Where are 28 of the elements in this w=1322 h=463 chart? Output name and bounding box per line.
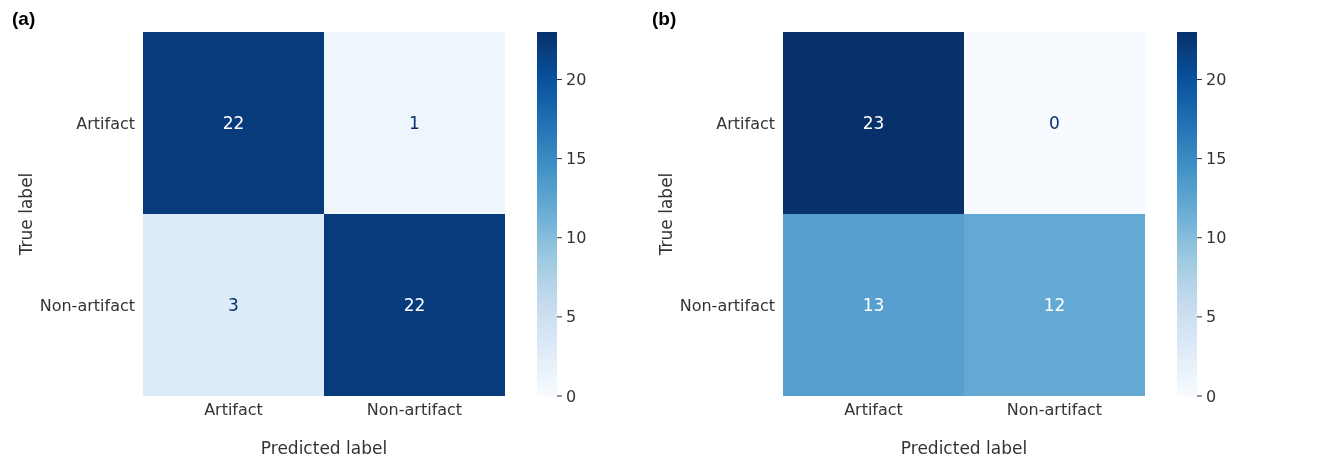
x-tick-label: Non-artifact	[366, 400, 463, 420]
color-bar-label: 5	[1206, 307, 1217, 327]
data-label: 12	[1043, 295, 1066, 315]
data-label: 23	[862, 113, 885, 133]
color-bar-label: 5	[566, 307, 577, 327]
x-tick-label: Artifact	[204, 400, 263, 420]
chart-title: (b)	[652, 8, 677, 30]
data-label: 22	[222, 113, 245, 133]
color-bar-label: 10	[566, 228, 587, 248]
x-axis-title: Predicted label	[260, 438, 388, 458]
y-axis-title: True label	[656, 172, 677, 257]
data-label: 13	[862, 295, 885, 315]
data-label: 3	[228, 295, 239, 315]
color-bar-label: 20	[566, 69, 587, 89]
x-tick-label: Artifact	[844, 400, 903, 420]
chart-title: (a)	[12, 8, 36, 30]
color-bar-label: 15	[1206, 149, 1227, 169]
data-label: 1	[409, 113, 420, 133]
color-bar-label: 0	[1206, 386, 1217, 406]
data-label: 0	[1049, 113, 1060, 133]
x-tick-label: Non-artifact	[1006, 400, 1103, 420]
color-bar-label: 20	[1206, 69, 1227, 89]
color-bar-label: 10	[1206, 228, 1227, 248]
color-bar-label: 0	[566, 386, 577, 406]
x-axis-title: Predicted label	[900, 438, 1028, 458]
y-axis-title: True label	[16, 172, 37, 257]
data-label: 22	[403, 295, 426, 315]
color-bar-label: 15	[566, 149, 587, 169]
